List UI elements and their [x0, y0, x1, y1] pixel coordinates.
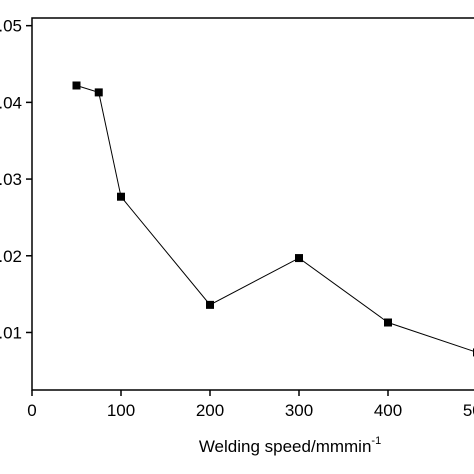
data-point	[72, 81, 81, 90]
y-tick-label: 0.02	[0, 247, 22, 266]
y-tick-label: 0.03	[0, 170, 22, 189]
x-axis-label: Welding speed/mmmin-1	[199, 435, 381, 456]
y-tick-label: 0.04	[0, 93, 22, 112]
x-label-superscript: -1	[371, 435, 381, 447]
data-point	[117, 192, 125, 201]
x-tick-label: 200	[196, 401, 224, 420]
y-tick-label: 0.01	[0, 323, 22, 342]
x-tick-label: 500	[463, 401, 474, 420]
x-label-text: Welding speed/mmmin	[199, 437, 372, 456]
data-point	[94, 88, 103, 97]
x-tick-label: 300	[285, 401, 313, 420]
data-point	[295, 254, 303, 263]
data-line	[76, 85, 474, 352]
x-tick-label: 0	[27, 401, 36, 420]
x-tick-label: 400	[374, 401, 402, 420]
data-point	[206, 300, 214, 309]
plot-frame	[31, 17, 474, 391]
data-point	[384, 318, 392, 327]
y-tick-label: 0.05	[0, 17, 22, 36]
x-tick-label: 100	[107, 401, 135, 420]
